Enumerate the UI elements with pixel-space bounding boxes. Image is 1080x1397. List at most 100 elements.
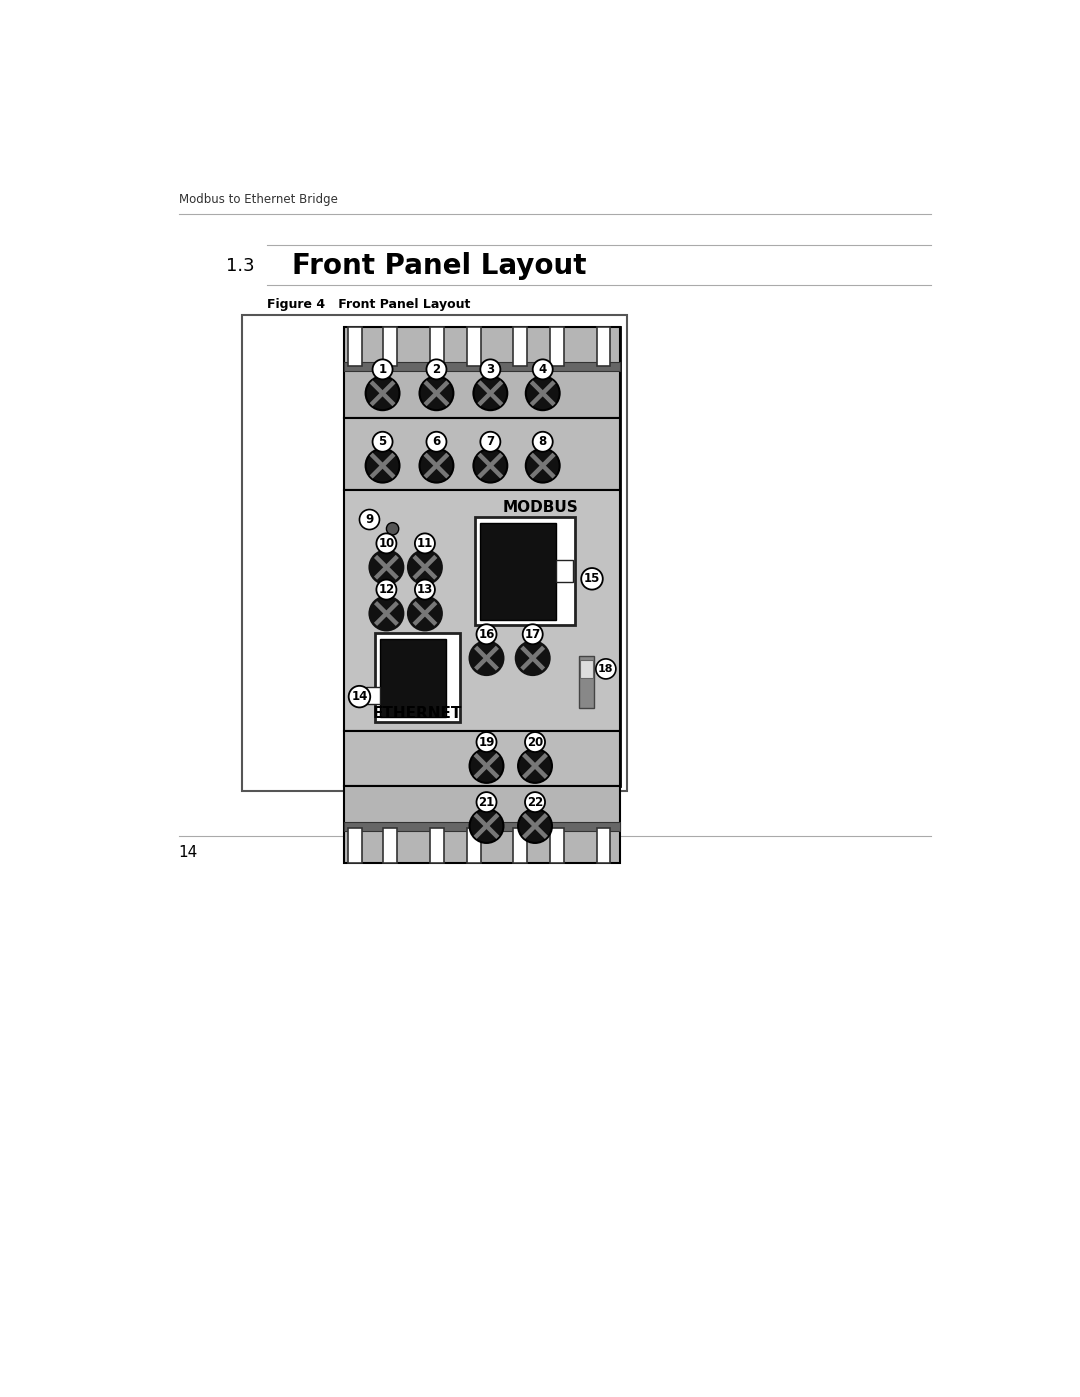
Circle shape xyxy=(470,749,503,782)
Circle shape xyxy=(377,534,396,553)
Circle shape xyxy=(476,792,497,812)
Circle shape xyxy=(532,432,553,451)
Bar xyxy=(556,560,572,583)
Circle shape xyxy=(481,359,500,380)
Circle shape xyxy=(532,359,553,380)
Circle shape xyxy=(366,376,400,411)
Circle shape xyxy=(377,580,396,599)
Circle shape xyxy=(373,359,392,380)
Bar xyxy=(345,327,620,787)
Bar xyxy=(383,828,397,863)
Circle shape xyxy=(470,641,503,675)
Text: 15: 15 xyxy=(584,573,600,585)
Text: 14: 14 xyxy=(178,845,198,861)
Text: 2: 2 xyxy=(432,363,441,376)
Text: Modbus to Ethernet Bridge: Modbus to Ethernet Bridge xyxy=(178,193,337,207)
Circle shape xyxy=(427,432,446,451)
Text: 18: 18 xyxy=(598,664,613,673)
Bar xyxy=(475,517,575,624)
Circle shape xyxy=(369,550,403,584)
Text: Front Panel Layout: Front Panel Layout xyxy=(292,253,586,281)
Bar xyxy=(242,316,626,791)
Text: 11: 11 xyxy=(417,536,433,550)
Circle shape xyxy=(523,624,543,644)
Circle shape xyxy=(518,749,552,782)
Text: 9: 9 xyxy=(365,513,374,527)
Bar xyxy=(348,327,362,366)
Circle shape xyxy=(415,580,435,599)
Circle shape xyxy=(387,522,399,535)
Circle shape xyxy=(366,448,400,482)
Bar xyxy=(345,418,620,490)
Bar xyxy=(345,490,620,731)
Bar xyxy=(383,327,397,366)
Bar xyxy=(380,638,446,717)
Bar xyxy=(366,686,380,704)
Circle shape xyxy=(526,376,559,411)
Text: 5: 5 xyxy=(378,436,387,448)
Bar xyxy=(580,659,593,678)
Text: 14: 14 xyxy=(351,690,367,703)
Text: 21: 21 xyxy=(478,796,495,809)
Circle shape xyxy=(476,732,497,752)
Bar xyxy=(579,655,594,708)
Circle shape xyxy=(526,448,559,482)
Circle shape xyxy=(349,686,370,707)
Text: 4: 4 xyxy=(539,363,546,376)
Text: 3: 3 xyxy=(486,363,495,376)
Bar xyxy=(345,327,620,418)
Text: 1: 1 xyxy=(378,363,387,376)
Text: 16: 16 xyxy=(478,627,495,641)
Text: 22: 22 xyxy=(527,796,543,809)
Bar xyxy=(345,731,620,787)
Text: 19: 19 xyxy=(478,736,495,749)
Circle shape xyxy=(415,534,435,553)
Text: 12: 12 xyxy=(378,583,394,597)
Circle shape xyxy=(525,792,545,812)
Bar xyxy=(430,327,444,366)
Bar xyxy=(513,327,527,366)
Circle shape xyxy=(373,432,392,451)
Circle shape xyxy=(473,376,508,411)
Circle shape xyxy=(408,550,442,584)
Text: 7: 7 xyxy=(486,436,495,448)
Text: Figure 4   Front Panel Layout: Figure 4 Front Panel Layout xyxy=(267,298,471,312)
Circle shape xyxy=(476,624,497,644)
Text: 8: 8 xyxy=(539,436,546,448)
Bar xyxy=(375,633,460,722)
Bar xyxy=(468,327,481,366)
Bar xyxy=(551,327,564,366)
Circle shape xyxy=(427,359,446,380)
Text: 20: 20 xyxy=(527,736,543,749)
Circle shape xyxy=(419,448,454,482)
Bar xyxy=(345,362,620,372)
Circle shape xyxy=(473,448,508,482)
Circle shape xyxy=(516,641,550,675)
Bar xyxy=(513,828,527,863)
Text: 1.3: 1.3 xyxy=(226,257,255,275)
Circle shape xyxy=(518,809,552,842)
Text: ETHERNET: ETHERNET xyxy=(373,705,462,721)
Bar xyxy=(345,823,620,831)
Circle shape xyxy=(369,597,403,630)
Text: 6: 6 xyxy=(432,436,441,448)
Text: 10: 10 xyxy=(378,536,394,550)
Bar xyxy=(596,828,610,863)
Text: MODBUS: MODBUS xyxy=(502,500,578,514)
Circle shape xyxy=(581,569,603,590)
Circle shape xyxy=(419,376,454,411)
Circle shape xyxy=(481,432,500,451)
Circle shape xyxy=(408,597,442,630)
Bar xyxy=(348,828,362,863)
Bar xyxy=(468,828,481,863)
Bar xyxy=(596,327,610,366)
Bar xyxy=(481,522,556,620)
Text: 17: 17 xyxy=(525,627,541,641)
Circle shape xyxy=(525,732,545,752)
Text: 13: 13 xyxy=(417,583,433,597)
Circle shape xyxy=(596,659,616,679)
Circle shape xyxy=(470,809,503,842)
Bar xyxy=(345,787,620,863)
Circle shape xyxy=(360,510,379,529)
Bar xyxy=(430,828,444,863)
